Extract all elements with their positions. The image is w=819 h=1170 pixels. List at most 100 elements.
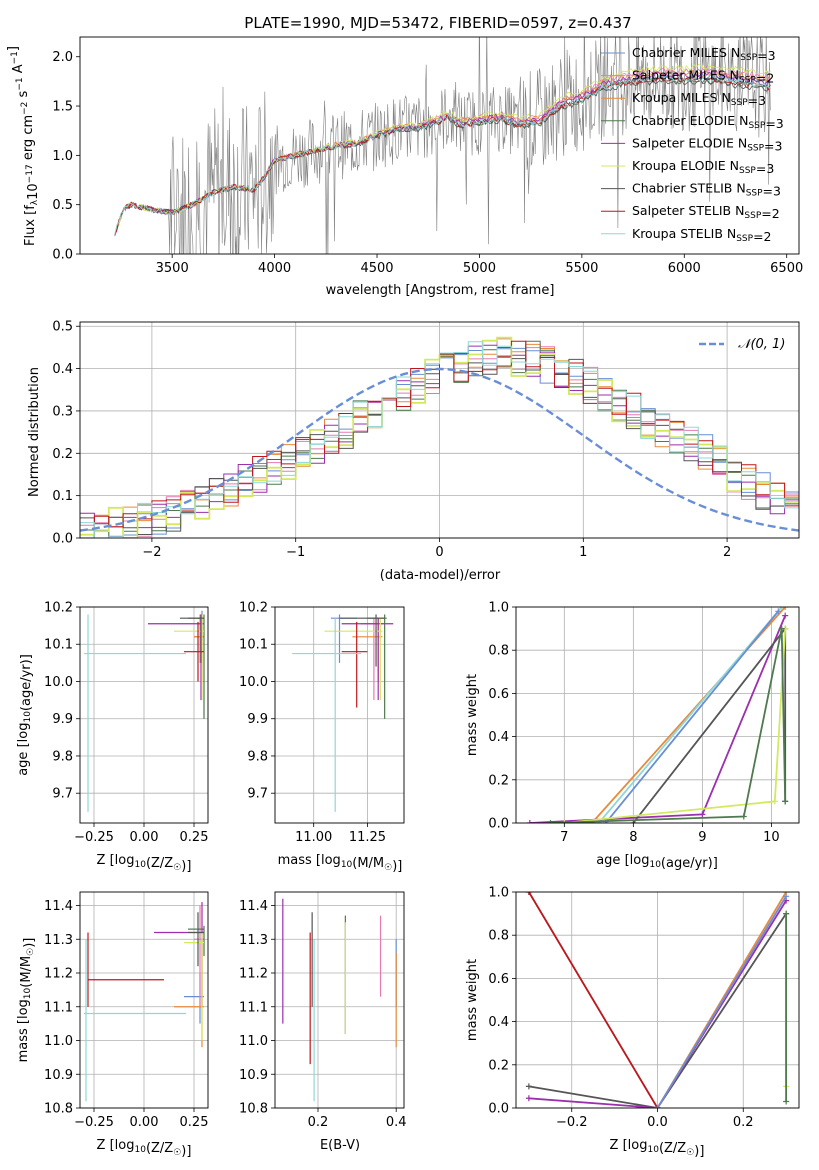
mass-vs-Z-xtick-label: −0.25: [74, 1115, 114, 1130]
weight-marker: [525, 892, 532, 895]
mass-vs-EBV-border: [274, 891, 405, 1109]
spectrum-xtick-label: 4500: [360, 261, 393, 276]
residuals-ytick-label: 0.1: [52, 489, 73, 504]
mass-vs-Z-xlabel: Z [log10(Z/Z☉)]: [97, 1138, 192, 1159]
age-vs-Z-plot-area: [84, 610, 205, 812]
mass-vs-Z-border: [79, 891, 209, 1109]
model-line-salpeter-stelib: [114, 76, 771, 235]
residuals-ytick-label: 0.0: [52, 532, 73, 547]
weight-marker: [771, 798, 778, 805]
mass-vs-EBV-xlabel: E(B-V): [320, 1138, 360, 1153]
mass-vs-EBV-ytick-label: 11.0: [239, 1034, 268, 1049]
age-vs-Z-border: [79, 606, 209, 824]
spectrum-xlabel: wavelength [Angstrom, rest frame]: [326, 283, 555, 298]
weight-vs-Z-ytick-label: 0.8: [488, 929, 509, 944]
age-vs-Z-xtick-label: 0.00: [130, 830, 159, 845]
weight-vs-Z-ytick-label: 0.6: [488, 972, 509, 987]
weight-marker: [699, 811, 706, 818]
weight-marker: [782, 798, 789, 805]
residuals-xtick-label: 0: [435, 545, 443, 560]
mass-vs-EBV-panel: 0.2 0.4 10.8 10.9 11.0 11.1 11.2 11.3 11.4 E(B-V): [239, 891, 407, 1153]
weight-vs-age-ytick-label: 0.6: [488, 687, 509, 702]
mass-vs-EBV-ytick-label: 10.8: [239, 1102, 268, 1117]
weight-vs-age-ytick-label: 1.0: [488, 601, 509, 616]
residuals-panel: −2 −1 0 1 2 0.0 0.1 0.2 0.3 0.4 0.5 𝒩(0, 1) (data-mo…: [27, 320, 800, 583]
age-vs-mass-xtick-label: 11.25: [349, 830, 386, 845]
weight-vs-age-xtick-label: 7: [560, 830, 568, 845]
residuals-xtick-label: −1: [286, 545, 305, 560]
residuals-xtick-label: 2: [723, 545, 731, 560]
residuals-ylabel: Normed distribution: [27, 367, 42, 497]
spectrum-xtick-label: 5500: [565, 261, 598, 276]
mass-vs-Z-frame: −0.25 0.00 0.25 10.8 10.9 11.0 11.1 11.2 11.3 11.…: [16, 891, 209, 1159]
data-spectrum-line: [114, 37, 771, 254]
age-vs-Z-xtick-label: −0.25: [74, 830, 114, 845]
normal-curve: [80, 367, 799, 532]
legend-entry: Kroupa MILES NSSP=3: [632, 90, 766, 108]
spectrum-ylabel: Flux [fλ10−17 erg cm−2 s−1 A−1]: [6, 46, 41, 246]
age-vs-mass-ytick-label: 9.7: [247, 787, 268, 802]
weight-line-chabrier-miles: [605, 610, 779, 823]
spectrum-ytick-label: 0.5: [52, 198, 73, 213]
spectrum-plot-area: [114, 37, 771, 254]
weight-vs-Z-xtick-label: 0.2: [733, 1115, 754, 1130]
spectrum-xtick-label: 4000: [258, 261, 291, 276]
mass-vs-EBV-xtick-label: 0.2: [308, 1115, 329, 1130]
weight-line-chabrier-elodie: [550, 628, 787, 823]
age-vs-Z-frame: −0.25 0.00 0.25 9.7 9.8 9.9 10.0 10.1 10.2 Z [log…: [16, 601, 208, 875]
weight-vs-age-xtick-label: 10: [763, 830, 780, 845]
age-vs-Z-ytick-label: 9.7: [52, 787, 73, 802]
spectrum-xtick-label: 3500: [156, 261, 189, 276]
spectrum-border: [79, 36, 800, 255]
mass-vs-Z-panel: −0.25 0.00 0.25 10.8 10.9 11.0 11.1 11.2 11.3 11.…: [16, 891, 209, 1159]
weight-marker: [783, 893, 790, 900]
weight-vs-Z-xtick-label: 0.0: [647, 1115, 668, 1130]
weight-vs-age-ytick-label: 0.8: [488, 644, 509, 659]
weight-marker: [778, 607, 785, 610]
residuals-frame: −2 −1 0 1 2 0.0 0.1 0.2 0.3 0.4 0.5 𝒩(0, 1) (data-mo…: [27, 320, 800, 583]
legend-entry: Salpeter ELODIE NSSP=3: [632, 135, 782, 153]
age-vs-Z-grid: [80, 606, 208, 823]
age-vs-Z-panel: −0.25 0.00 0.25 9.7 9.8 9.9 10.0 10.1 10.2 Z [log…: [16, 601, 208, 875]
residuals-ytick-label: 0.2: [52, 447, 73, 462]
weight-vs-age-ytick-label: 0.4: [488, 730, 509, 745]
weight-vs-Z-ytick-label: 0.4: [488, 1015, 509, 1030]
legend-entry: Salpeter STELIB NSSP=2: [632, 203, 780, 221]
weight-marker: [778, 625, 785, 632]
legend-entry: Kroupa ELODIE NSSP=3: [632, 158, 774, 176]
spectrum-ytick-label: 1.0: [52, 149, 73, 164]
mass-vs-EBV-plot-area: [282, 898, 397, 1102]
weight-marker: [525, 1095, 532, 1102]
weight-vs-Z-grid: [516, 891, 799, 1109]
weight-vs-Z-plot-area: [525, 892, 790, 1108]
weight-marker: [782, 607, 789, 610]
weight-vs-age-frame: 7 8 9 10 0.0 0.2 0.4 0.6 0.8 1.0 age [log10(age/yr…: [465, 601, 800, 871]
weight-vs-Z-ylabel: mass weight: [465, 959, 480, 1041]
weight-vs-Z-xlabel: Z [log10(Z/Z☉)]: [610, 1138, 705, 1159]
age-vs-Z-ytick-label: 10.2: [44, 601, 73, 616]
age-vs-mass-plot-area: [292, 614, 394, 812]
weight-vs-age-ytick-label: 0.2: [488, 773, 509, 788]
weight-vs-age-panel: 7 8 9 10 0.0 0.2 0.4 0.6 0.8 1.0 age [log10(age/yr…: [465, 601, 800, 871]
age-vs-Z-xtick-label: 0.25: [180, 830, 209, 845]
mass-vs-EBV-ytick-label: 11.3: [239, 933, 268, 948]
legend-entry: Kroupa STELIB NSSP=2: [632, 226, 772, 244]
mass-vs-EBV-xtick-label: 0.4: [386, 1115, 407, 1130]
age-vs-mass-ytick-label: 10.1: [239, 638, 268, 653]
mass-vs-Z-ytick-label: 11.4: [44, 899, 73, 914]
residuals-border: [79, 321, 800, 539]
age-vs-Z-xlabel: Z [log10(Z/Z☉)]: [97, 853, 192, 874]
age-vs-mass-xtick-label: 11.00: [295, 830, 332, 845]
weight-line-salpeter-elodie: [528, 900, 787, 1108]
mass-vs-Z-ylabel: mass [log10(M/M☉)]: [16, 938, 37, 1063]
residuals-xlabel: (data-model)/error: [380, 568, 501, 583]
weight-marker: [783, 1098, 790, 1105]
age-vs-mass-xlabel: mass [log10(M/M☉)]: [278, 853, 403, 874]
weight-marker: [654, 1105, 661, 1108]
weight-marker: [525, 1083, 532, 1090]
mass-vs-Z-xtick-label: 0.25: [180, 1115, 209, 1130]
weight-vs-age-xlabel: age [log10(age/yr)]: [596, 853, 718, 871]
spectrum-frame: 3500 4000 4500 5000 5500 6000 6500 0.0 0.5 1.0 1.5…: [6, 36, 803, 298]
weight-line-salpeter-stelib: [528, 892, 659, 1108]
age-vs-mass-ytick-label: 9.8: [247, 749, 268, 764]
